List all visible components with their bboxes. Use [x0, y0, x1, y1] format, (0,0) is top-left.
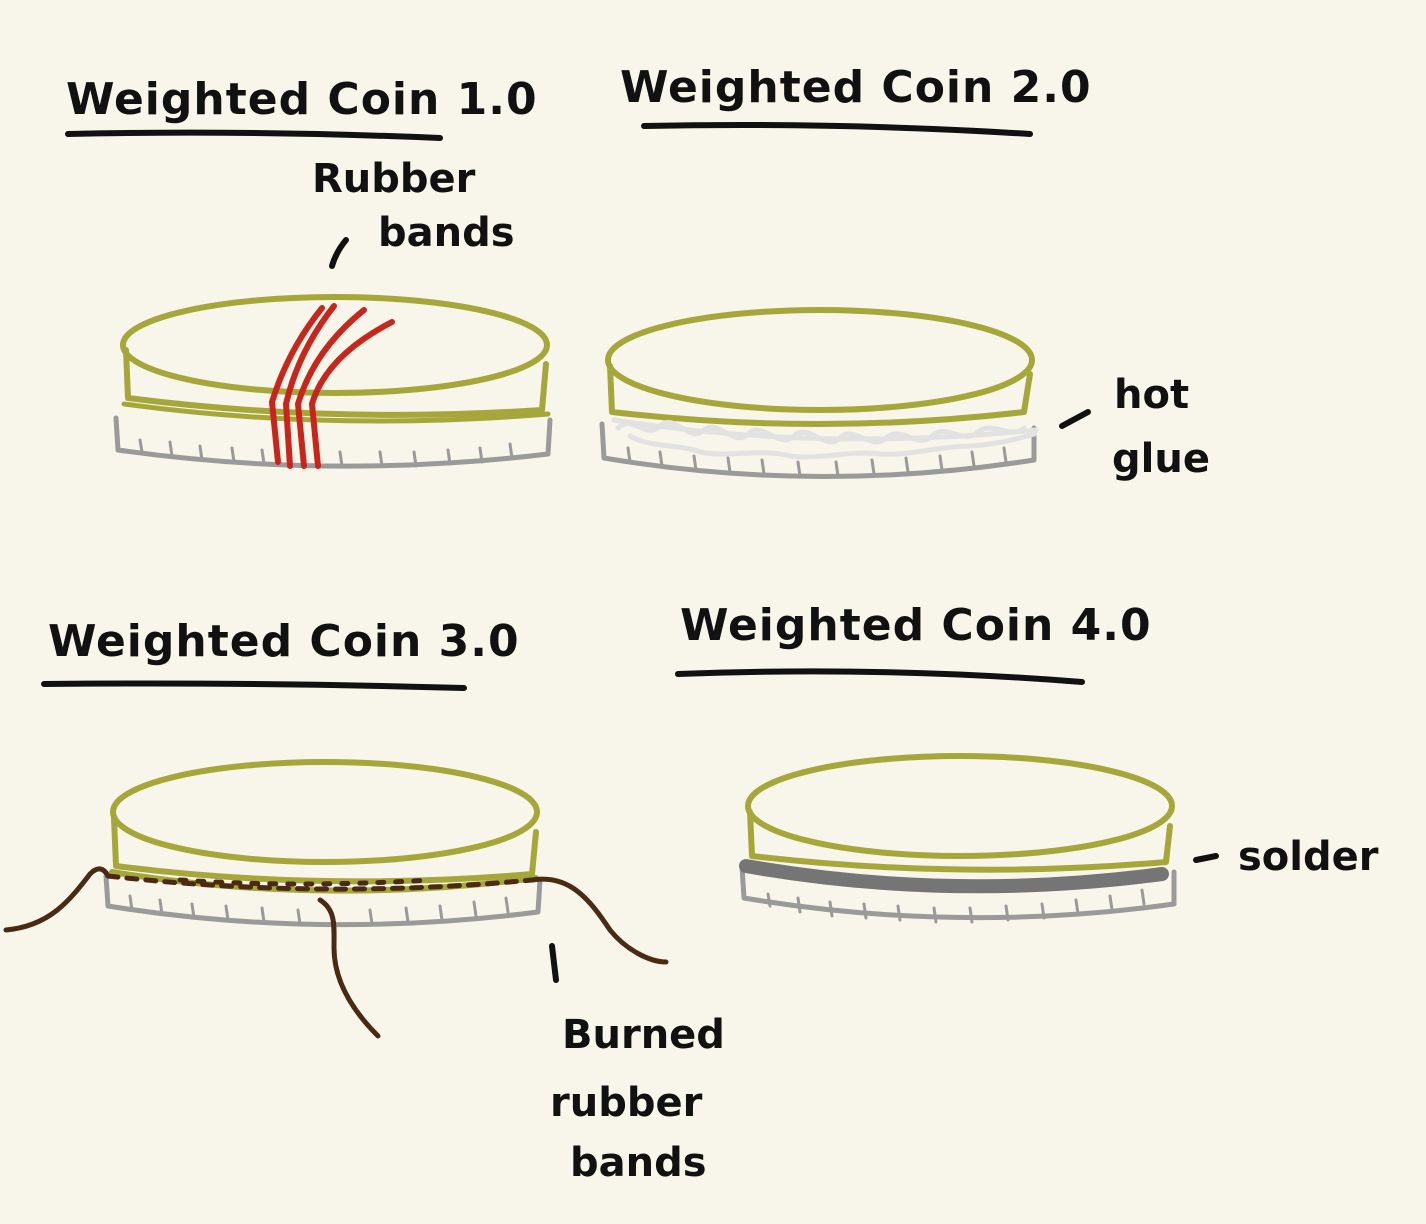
- label-line-1: Burned: [562, 1012, 725, 1058]
- label-line-1: hot: [1114, 372, 1189, 418]
- title-underline: [41, 680, 467, 691]
- label-line-1: solder: [1238, 834, 1379, 880]
- top-coin: [605, 307, 1035, 427]
- hot-glue-bead: [611, 417, 1039, 460]
- title-underline: [675, 668, 1085, 685]
- label-line-1: Rubber: [312, 156, 476, 202]
- base-coin: [739, 863, 1177, 924]
- panel-title: Weighted Coin 3.0: [48, 616, 520, 667]
- panel-weighted-coin-2: Weighted Coin 2.0: [599, 62, 1210, 482]
- base-coin: [599, 421, 1037, 480]
- leader-line: [329, 237, 349, 269]
- base-coin: [113, 401, 553, 469]
- label-line-2: glue: [1112, 436, 1210, 482]
- top-coin: [120, 294, 550, 418]
- panel-title: Weighted Coin 4.0: [680, 600, 1152, 651]
- leader-line: [1059, 409, 1091, 429]
- leader-line: [1193, 853, 1219, 863]
- title-underline: [65, 129, 443, 141]
- panel-weighted-coin-3: Weighted Coin 3.0: [3, 616, 725, 1186]
- panel-weighted-coin-4: Weighted Coin 4.0: [675, 600, 1379, 924]
- label-line-3: bands: [570, 1140, 707, 1186]
- label-line-2: rubber: [550, 1080, 703, 1126]
- top-coin: [109, 759, 540, 894]
- rubber-bands: [268, 303, 395, 469]
- base-coin: [103, 873, 543, 928]
- top-coin: [745, 753, 1175, 873]
- panel-title: Weighted Coin 2.0: [620, 62, 1092, 113]
- solder-band: [739, 859, 1169, 894]
- panel-weighted-coin-1: Weighted Coin 1.0 Rubber bands: [65, 74, 553, 469]
- label-line-2: bands: [378, 210, 515, 256]
- title-underline: [641, 122, 1033, 137]
- burned-rubber-bands: [3, 866, 669, 1039]
- panel-title: Weighted Coin 1.0: [66, 74, 538, 125]
- leader-line: [549, 943, 559, 983]
